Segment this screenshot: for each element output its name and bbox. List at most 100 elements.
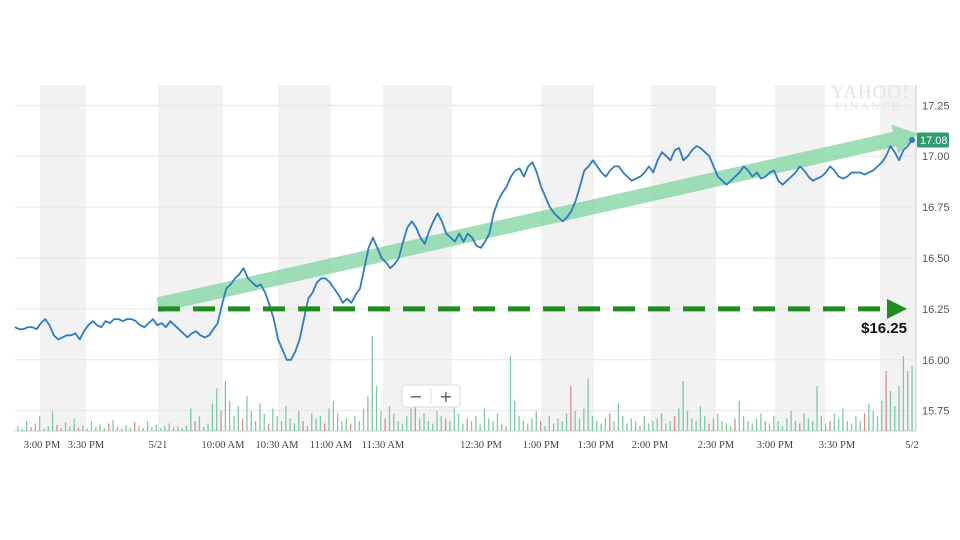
volume-bar bbox=[846, 421, 848, 431]
volume-bar bbox=[678, 408, 680, 431]
volume-bar bbox=[440, 416, 442, 431]
volume-bar bbox=[634, 421, 637, 431]
volume-bar bbox=[557, 418, 559, 431]
volume-bar bbox=[302, 421, 304, 431]
volume-bar bbox=[388, 406, 391, 431]
volume-bar bbox=[574, 411, 576, 431]
volume-bar bbox=[285, 406, 287, 431]
volume-bar bbox=[194, 421, 196, 431]
x-tick-label: 5/2 bbox=[905, 440, 918, 451]
zoom-out-button[interactable]: − bbox=[403, 386, 430, 406]
volume-bar bbox=[647, 423, 650, 431]
volume-bar bbox=[216, 388, 218, 431]
x-tick-label: 10:00 AM bbox=[202, 440, 246, 451]
volume-bar bbox=[95, 427, 97, 431]
volume-bar bbox=[907, 371, 909, 431]
volume-bar bbox=[60, 428, 62, 431]
volume-bar bbox=[479, 423, 481, 431]
x-tick-label: 3:30 PM bbox=[68, 440, 105, 451]
volume-bar bbox=[220, 411, 222, 431]
volume-bar bbox=[622, 416, 624, 431]
support-price-label: $16.25 bbox=[861, 320, 907, 337]
volume-bar bbox=[734, 418, 736, 431]
volume-bar bbox=[699, 406, 702, 431]
volume-bar bbox=[224, 381, 227, 431]
volume-bar bbox=[509, 356, 512, 431]
volume-bar bbox=[872, 411, 874, 431]
volume-bar bbox=[419, 418, 421, 431]
volume-bar bbox=[617, 403, 620, 431]
volume-bar bbox=[755, 418, 758, 431]
volume-bar bbox=[108, 423, 110, 431]
volume-bar bbox=[311, 413, 313, 431]
volume-bar bbox=[172, 427, 175, 431]
volume-bar bbox=[643, 416, 645, 431]
zoom-in-button[interactable]: + bbox=[432, 386, 459, 406]
x-tick-label: 1:00 PM bbox=[523, 440, 560, 451]
volume-bar bbox=[842, 408, 844, 431]
y-tick-label: 16.75 bbox=[922, 202, 950, 214]
x-tick-label: 12:30 PM bbox=[460, 440, 502, 451]
volume-bar bbox=[341, 421, 343, 431]
volume-bar bbox=[229, 401, 231, 431]
volume-bar bbox=[833, 413, 835, 431]
volume-bar bbox=[829, 421, 831, 431]
volume-bar bbox=[721, 421, 723, 431]
volume-bar bbox=[587, 378, 589, 431]
volume-bar bbox=[125, 425, 127, 431]
y-tick-label: 17.00 bbox=[922, 151, 950, 163]
volume-bar bbox=[911, 366, 913, 431]
volume-bar bbox=[751, 423, 753, 431]
volume-bar bbox=[181, 428, 183, 431]
volume-bar bbox=[336, 413, 339, 431]
volume-bar bbox=[760, 413, 762, 431]
volume-bar bbox=[660, 413, 663, 431]
volume-bar bbox=[315, 418, 317, 431]
y-axis-ticks: 17.25 17.00 16.75 16.50 16.25 16.00 15.75 bbox=[922, 100, 950, 417]
x-tick-label: 11:00 AM bbox=[310, 440, 353, 451]
volume-bar bbox=[129, 427, 131, 431]
volume-bar bbox=[414, 401, 417, 431]
volume-bar bbox=[134, 422, 136, 431]
volume-bar bbox=[777, 421, 779, 431]
price-line-series bbox=[14, 139, 913, 361]
volume-bar bbox=[868, 403, 870, 431]
volume-bar bbox=[21, 428, 24, 431]
volume-bar bbox=[889, 391, 892, 431]
volume-bar bbox=[332, 401, 334, 431]
volume-bar bbox=[539, 421, 542, 431]
y-tick-label: 16.25 bbox=[922, 304, 950, 316]
volume-bar bbox=[246, 396, 248, 431]
volume-bar bbox=[146, 421, 149, 431]
volume-bar bbox=[121, 428, 123, 431]
volume-bar bbox=[142, 428, 144, 431]
volume-bar bbox=[436, 411, 438, 431]
y-tick-label: 17.25 bbox=[922, 100, 950, 112]
x-axis-ticks: 3:00 PM 3:30 PM 5/21 10:00 AM 10:30 AM 11:00 … bbox=[24, 440, 919, 451]
volume-bar bbox=[82, 425, 84, 431]
volume-bar bbox=[773, 416, 775, 431]
volume-bar bbox=[747, 421, 749, 431]
volume-bar bbox=[375, 386, 378, 431]
volume-bar bbox=[410, 408, 412, 431]
volume-bar bbox=[254, 421, 257, 431]
volume-bar bbox=[565, 413, 568, 431]
x-tick-label: 3:00 PM bbox=[757, 440, 794, 451]
volume-bars bbox=[17, 336, 913, 431]
volume-bar bbox=[306, 426, 309, 431]
volume-bar bbox=[708, 423, 710, 431]
volume-bar bbox=[626, 423, 628, 431]
volume-bar bbox=[885, 371, 887, 431]
volume-bar bbox=[103, 428, 106, 431]
volume-bar bbox=[613, 421, 615, 431]
volume-bar bbox=[211, 403, 214, 431]
volume-bar bbox=[673, 416, 676, 431]
volume-bar bbox=[345, 418, 347, 431]
volume-bar bbox=[712, 418, 715, 431]
volume-bar bbox=[466, 418, 468, 431]
volume-bar bbox=[794, 421, 797, 431]
volume-bar bbox=[492, 421, 494, 431]
volume-bar bbox=[250, 411, 252, 431]
volume-bar bbox=[730, 426, 732, 431]
volume-bar bbox=[367, 396, 369, 431]
